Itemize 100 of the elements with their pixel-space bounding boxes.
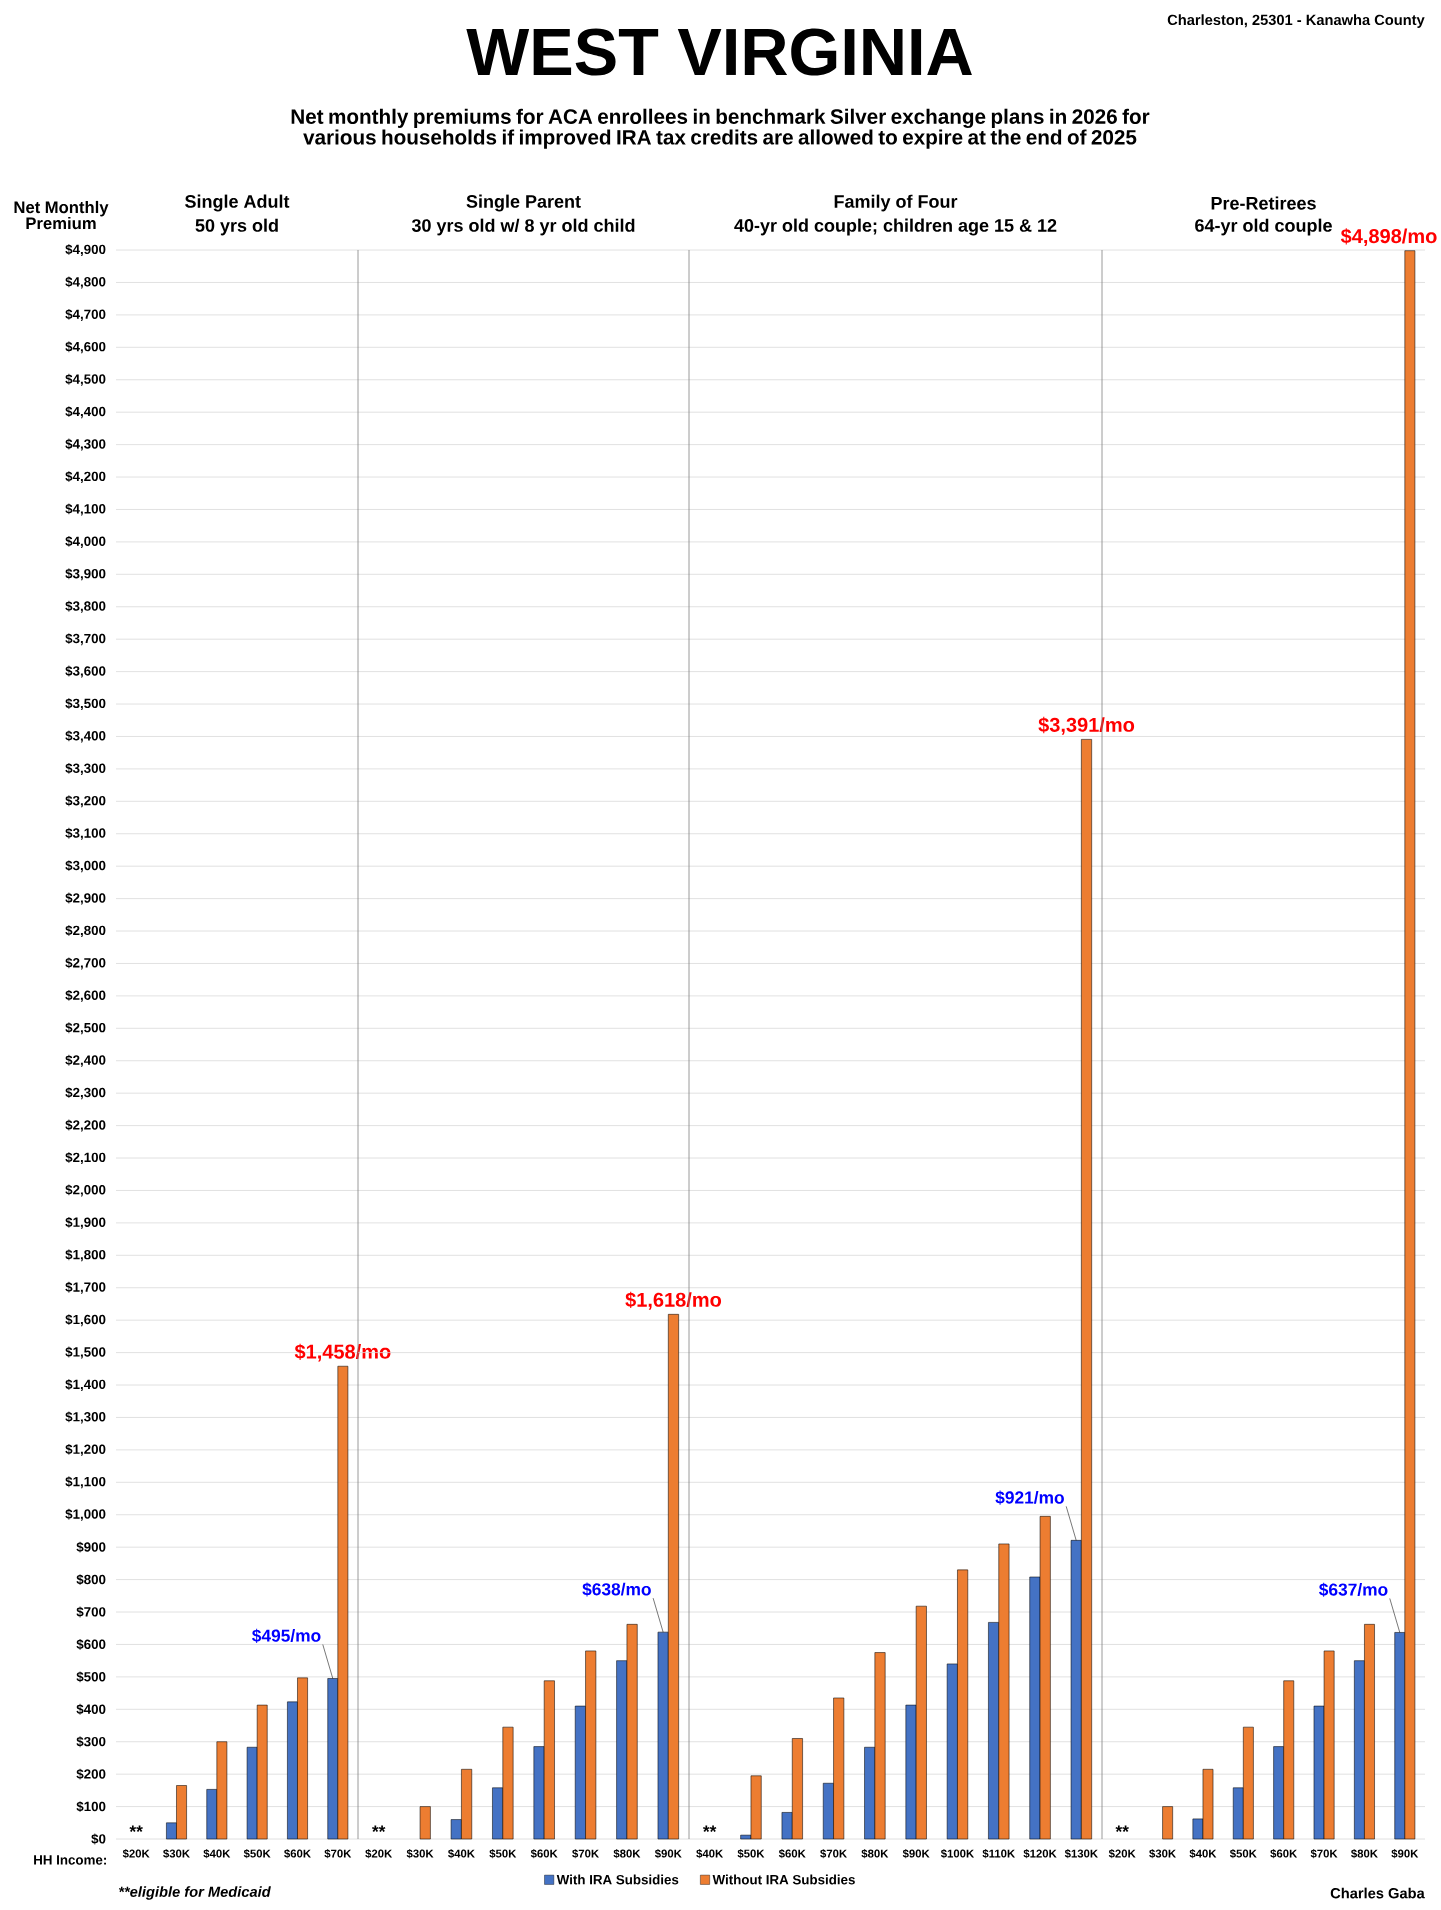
text: WEST VIRGINIA xyxy=(466,28,972,76)
x-tick-label: $40K xyxy=(1189,1849,1217,1859)
y-tick-label: $1,300 xyxy=(65,1411,106,1424)
y-tick-label: $2,800 xyxy=(65,925,106,938)
y-tick-label: $3,000 xyxy=(65,860,106,873)
y-tick-label: $2,100 xyxy=(65,1152,106,1165)
x-tick-label: $30K xyxy=(163,1849,190,1859)
y-tick-label: $800 xyxy=(76,1574,106,1586)
y-tick-label: $2,900 xyxy=(65,892,106,905)
x-tick-label: $40K xyxy=(696,1849,724,1859)
text: **eligible for Medicaid xyxy=(118,1886,271,1900)
chart-title: Family of Four xyxy=(834,194,958,212)
y-tick-label: $4,600 xyxy=(65,341,106,354)
data-label: $1,618/mo xyxy=(625,1291,722,1310)
text: Net monthly premiums for ACA enrollees in benchmark Silver exchange plans in 2026 for various households if improved IRA tax credits are allowed to expire at the end of 2025 xyxy=(291,108,1150,149)
x-tick-label: $30K xyxy=(1149,1849,1176,1859)
x-tick-label: $30K xyxy=(406,1849,434,1859)
legend-label: With IRA Subsidies xyxy=(556,1874,679,1885)
y-tick-label: $3,400 xyxy=(65,730,106,743)
y-tick-label: $700 xyxy=(76,1606,106,1618)
chart-subtitle: 40-yr old couple; children age 15 & 12 xyxy=(734,218,1057,236)
x-tick-label: $60K xyxy=(1270,1849,1298,1859)
data-label: $637/mo xyxy=(1319,1582,1388,1597)
x-tick-label: $60K xyxy=(530,1849,558,1859)
text: ** xyxy=(1115,1825,1129,1832)
x-tick-label: $40K xyxy=(203,1849,231,1859)
y-tick-label: $100 xyxy=(76,1801,106,1813)
y-tick-label: $3,800 xyxy=(65,600,106,613)
x-tick-label: $90K xyxy=(1391,1849,1419,1859)
x-tick-label: $20K xyxy=(1108,1849,1136,1859)
bar xyxy=(419,1806,431,1840)
y-tick-label: $4,700 xyxy=(65,308,106,321)
data-label: $921/mo xyxy=(995,1490,1064,1505)
y-tick-label: $2,600 xyxy=(65,989,106,1002)
x-tick-label: $70K xyxy=(820,1849,847,1859)
y-tick-label: $3,300 xyxy=(65,762,106,775)
y-tick-label: $1,200 xyxy=(65,1443,106,1456)
x-tick-label: $90K xyxy=(902,1849,930,1859)
data-label: $1,458/mo xyxy=(294,1343,391,1362)
y-tick-label: $1,000 xyxy=(65,1508,106,1521)
y-axis-title: Net Monthly Premium xyxy=(14,200,109,230)
y-tick-label: $600 xyxy=(76,1638,106,1650)
text: Charles Gaba xyxy=(1330,1887,1425,1899)
y-tick-label: $4,900 xyxy=(65,244,106,257)
y-tick-label: $4,800 xyxy=(65,276,106,289)
x-tick-label: $100K xyxy=(940,1849,975,1859)
bar xyxy=(1162,1806,1173,1840)
x-tick-label: $70K xyxy=(324,1849,352,1859)
data-label: $638/mo xyxy=(582,1582,651,1597)
y-tick-label: $3,500 xyxy=(65,698,106,711)
y-tick-label: $3,900 xyxy=(65,568,106,581)
y-tick-label: $2,500 xyxy=(65,1022,106,1035)
y-tick-label: $3,200 xyxy=(65,795,106,808)
y-tick-label: $2,200 xyxy=(65,1119,106,1132)
y-tick-label: $4,500 xyxy=(65,373,106,386)
x-tick-label: $60K xyxy=(284,1849,311,1859)
x-tick-label: $70K xyxy=(572,1849,599,1859)
y-tick-label: $200 xyxy=(76,1768,106,1780)
x-tick-label: $20K xyxy=(122,1849,150,1859)
y-tick-label: $2,400 xyxy=(65,1054,106,1067)
y-tick-label: $4,300 xyxy=(65,438,106,451)
y-tick-label: $2,700 xyxy=(65,957,106,970)
legend-label: Without IRA Subsidies xyxy=(712,1874,855,1885)
x-tick-label: $120K xyxy=(1023,1849,1057,1859)
x-tick-label: $40K xyxy=(448,1849,475,1859)
y-tick-label: $3,100 xyxy=(65,827,106,840)
y-tick-label: $4,200 xyxy=(65,471,106,484)
y-tick-label: $0 xyxy=(91,1833,106,1845)
x-tick-label: $50K xyxy=(737,1849,765,1859)
y-tick-label: $1,100 xyxy=(65,1476,106,1489)
y-tick-label: $4,100 xyxy=(65,503,106,516)
y-tick-label: $3,600 xyxy=(65,665,106,678)
x-axis-title: HH Income: xyxy=(34,1855,106,1865)
x-tick-label: $80K xyxy=(613,1849,641,1859)
x-tick-label: $50K xyxy=(489,1849,517,1859)
y-tick-label: $500 xyxy=(76,1671,106,1683)
y-tick-label: $1,800 xyxy=(65,1249,106,1262)
chart-title: Pre-Retirees xyxy=(1211,196,1316,210)
x-tick-label: $20K xyxy=(365,1849,393,1859)
x-tick-label: $130K xyxy=(1064,1849,1098,1859)
x-tick-label: $50K xyxy=(1229,1849,1257,1859)
text: ** xyxy=(702,1825,717,1832)
x-tick-label: $80K xyxy=(1351,1849,1378,1859)
text: Charleston, 25301 - Kanawha County xyxy=(1167,14,1425,28)
chart-subtitle: 50 yrs old xyxy=(195,218,278,236)
x-tick-label: $60K xyxy=(778,1849,806,1859)
chart-title: Single Adult xyxy=(185,194,290,212)
y-tick-label: $1,900 xyxy=(65,1216,106,1229)
x-tick-label: $70K xyxy=(1310,1849,1338,1859)
chart-title: Single Parent xyxy=(466,194,581,212)
y-tick-label: $300 xyxy=(76,1736,106,1748)
text: ** xyxy=(371,1825,386,1832)
chart-subtitle: 30 yrs old w/ 8 yr old child xyxy=(411,218,635,236)
y-tick-label: $2,000 xyxy=(65,1184,106,1197)
y-tick-label: $900 xyxy=(76,1541,106,1553)
x-tick-label: $110K xyxy=(982,1849,1016,1859)
data-label: $4,898/mo xyxy=(1340,228,1437,247)
y-tick-label: $2,300 xyxy=(65,1087,106,1100)
y-tick-label: $1,600 xyxy=(65,1314,106,1327)
y-tick-label: $3,700 xyxy=(65,633,106,646)
